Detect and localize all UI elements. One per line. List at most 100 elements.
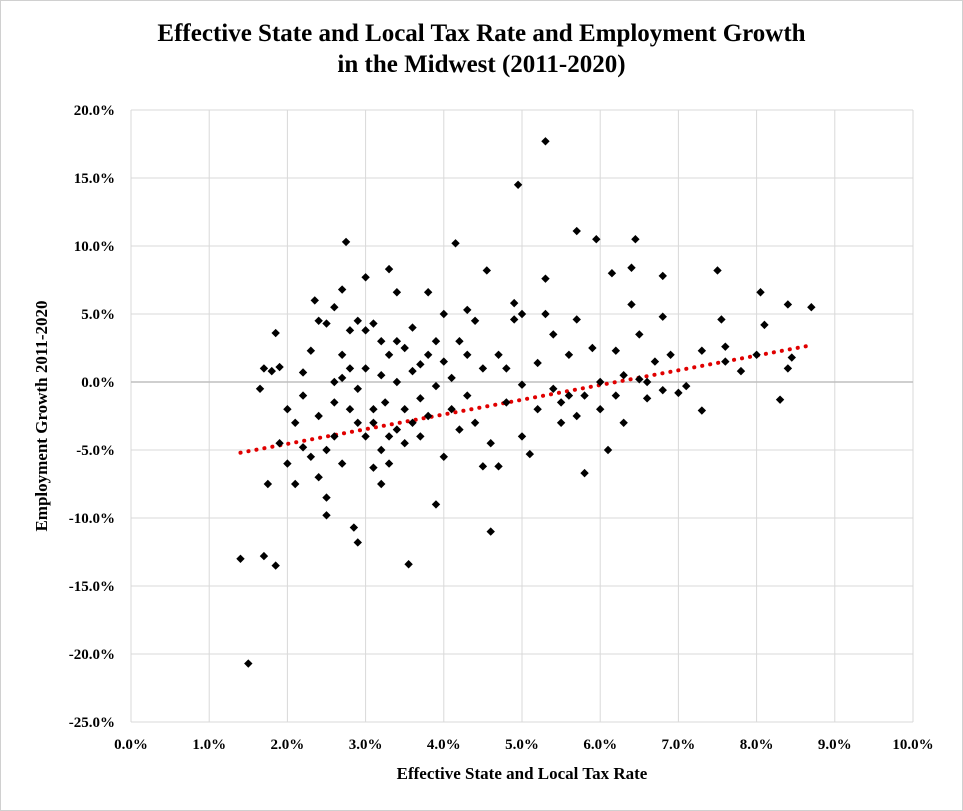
data-point [275, 439, 283, 447]
data-points [236, 137, 815, 668]
data-point [338, 459, 346, 467]
data-point [354, 419, 362, 427]
data-point [494, 462, 502, 470]
data-point [307, 453, 315, 461]
data-point [643, 378, 651, 386]
data-point [573, 315, 581, 323]
data-point [717, 315, 725, 323]
data-point [549, 385, 557, 393]
data-point [377, 337, 385, 345]
data-point [307, 347, 315, 355]
data-point [666, 351, 674, 359]
data-point [271, 329, 279, 337]
data-point [314, 317, 322, 325]
data-point [752, 351, 760, 359]
data-point [354, 538, 362, 546]
data-point [416, 432, 424, 440]
data-point [244, 659, 252, 667]
data-point [283, 459, 291, 467]
data-point [275, 363, 283, 371]
data-point [455, 337, 463, 345]
data-point [541, 137, 549, 145]
data-point [494, 351, 502, 359]
data-point [479, 364, 487, 372]
data-point [416, 360, 424, 368]
y-tick-label: -5.0% [76, 443, 115, 459]
data-point [788, 353, 796, 361]
data-point [424, 351, 432, 359]
x-axis-title: Effective State and Local Tax Rate [397, 764, 648, 783]
data-point [256, 385, 264, 393]
data-point [260, 552, 268, 560]
data-point [487, 439, 495, 447]
data-point [784, 300, 792, 308]
x-tick-label: 6.0% [583, 737, 617, 753]
data-point [330, 303, 338, 311]
data-point [510, 315, 518, 323]
data-point [518, 432, 526, 440]
data-point [408, 367, 416, 375]
data-point [291, 419, 299, 427]
data-point [518, 310, 526, 318]
data-point [432, 337, 440, 345]
data-point [713, 266, 721, 274]
data-point [342, 238, 350, 246]
data-point [338, 374, 346, 382]
data-point [424, 288, 432, 296]
data-point [314, 473, 322, 481]
y-tick-label: 0.0% [81, 375, 115, 391]
data-point [698, 406, 706, 414]
y-tick-label: -10.0% [69, 511, 115, 527]
data-point [291, 480, 299, 488]
data-point [455, 425, 463, 433]
data-point [385, 351, 393, 359]
x-tick-label: 7.0% [662, 737, 696, 753]
data-point [401, 439, 409, 447]
data-point [440, 310, 448, 318]
y-axis-title: Employment Growth 2011-2020 [32, 300, 51, 531]
data-point [385, 432, 393, 440]
y-tick-label: -25.0% [69, 715, 115, 731]
data-point [283, 405, 291, 413]
data-point [608, 269, 616, 277]
x-tick-label: 1.0% [192, 737, 226, 753]
data-point [330, 398, 338, 406]
data-point [463, 391, 471, 399]
data-point [643, 394, 651, 402]
data-point [385, 265, 393, 273]
data-point [260, 364, 268, 372]
y-tick-label: -15.0% [69, 579, 115, 595]
data-point [612, 347, 620, 355]
data-point [314, 412, 322, 420]
data-point [737, 367, 745, 375]
y-axis-tick-labels: 20.0% 15.0% 10.0% 5.0% 0.0% -5.0% -10.0% -15.0%… [69, 103, 115, 731]
x-tick-label: 2.0% [271, 737, 305, 753]
data-point [361, 432, 369, 440]
data-point [592, 235, 600, 243]
data-point [635, 330, 643, 338]
data-point [533, 405, 541, 413]
data-point [377, 480, 385, 488]
data-point [408, 323, 416, 331]
data-point [651, 357, 659, 365]
data-point [268, 367, 276, 375]
data-point [381, 398, 389, 406]
data-point [393, 337, 401, 345]
data-point [354, 385, 362, 393]
data-point [369, 319, 377, 327]
data-point [659, 386, 667, 394]
data-point [299, 391, 307, 399]
data-point [299, 368, 307, 376]
data-point [619, 419, 627, 427]
data-point [471, 419, 479, 427]
data-point [311, 296, 319, 304]
data-point [541, 310, 549, 318]
data-point [776, 395, 784, 403]
x-tick-label: 3.0% [349, 737, 383, 753]
data-point [659, 272, 667, 280]
y-tick-label: 20.0% [74, 103, 115, 119]
x-tick-label: 4.0% [427, 737, 461, 753]
x-tick-label: 10.0% [892, 737, 933, 753]
data-point [557, 398, 565, 406]
data-point [627, 300, 635, 308]
